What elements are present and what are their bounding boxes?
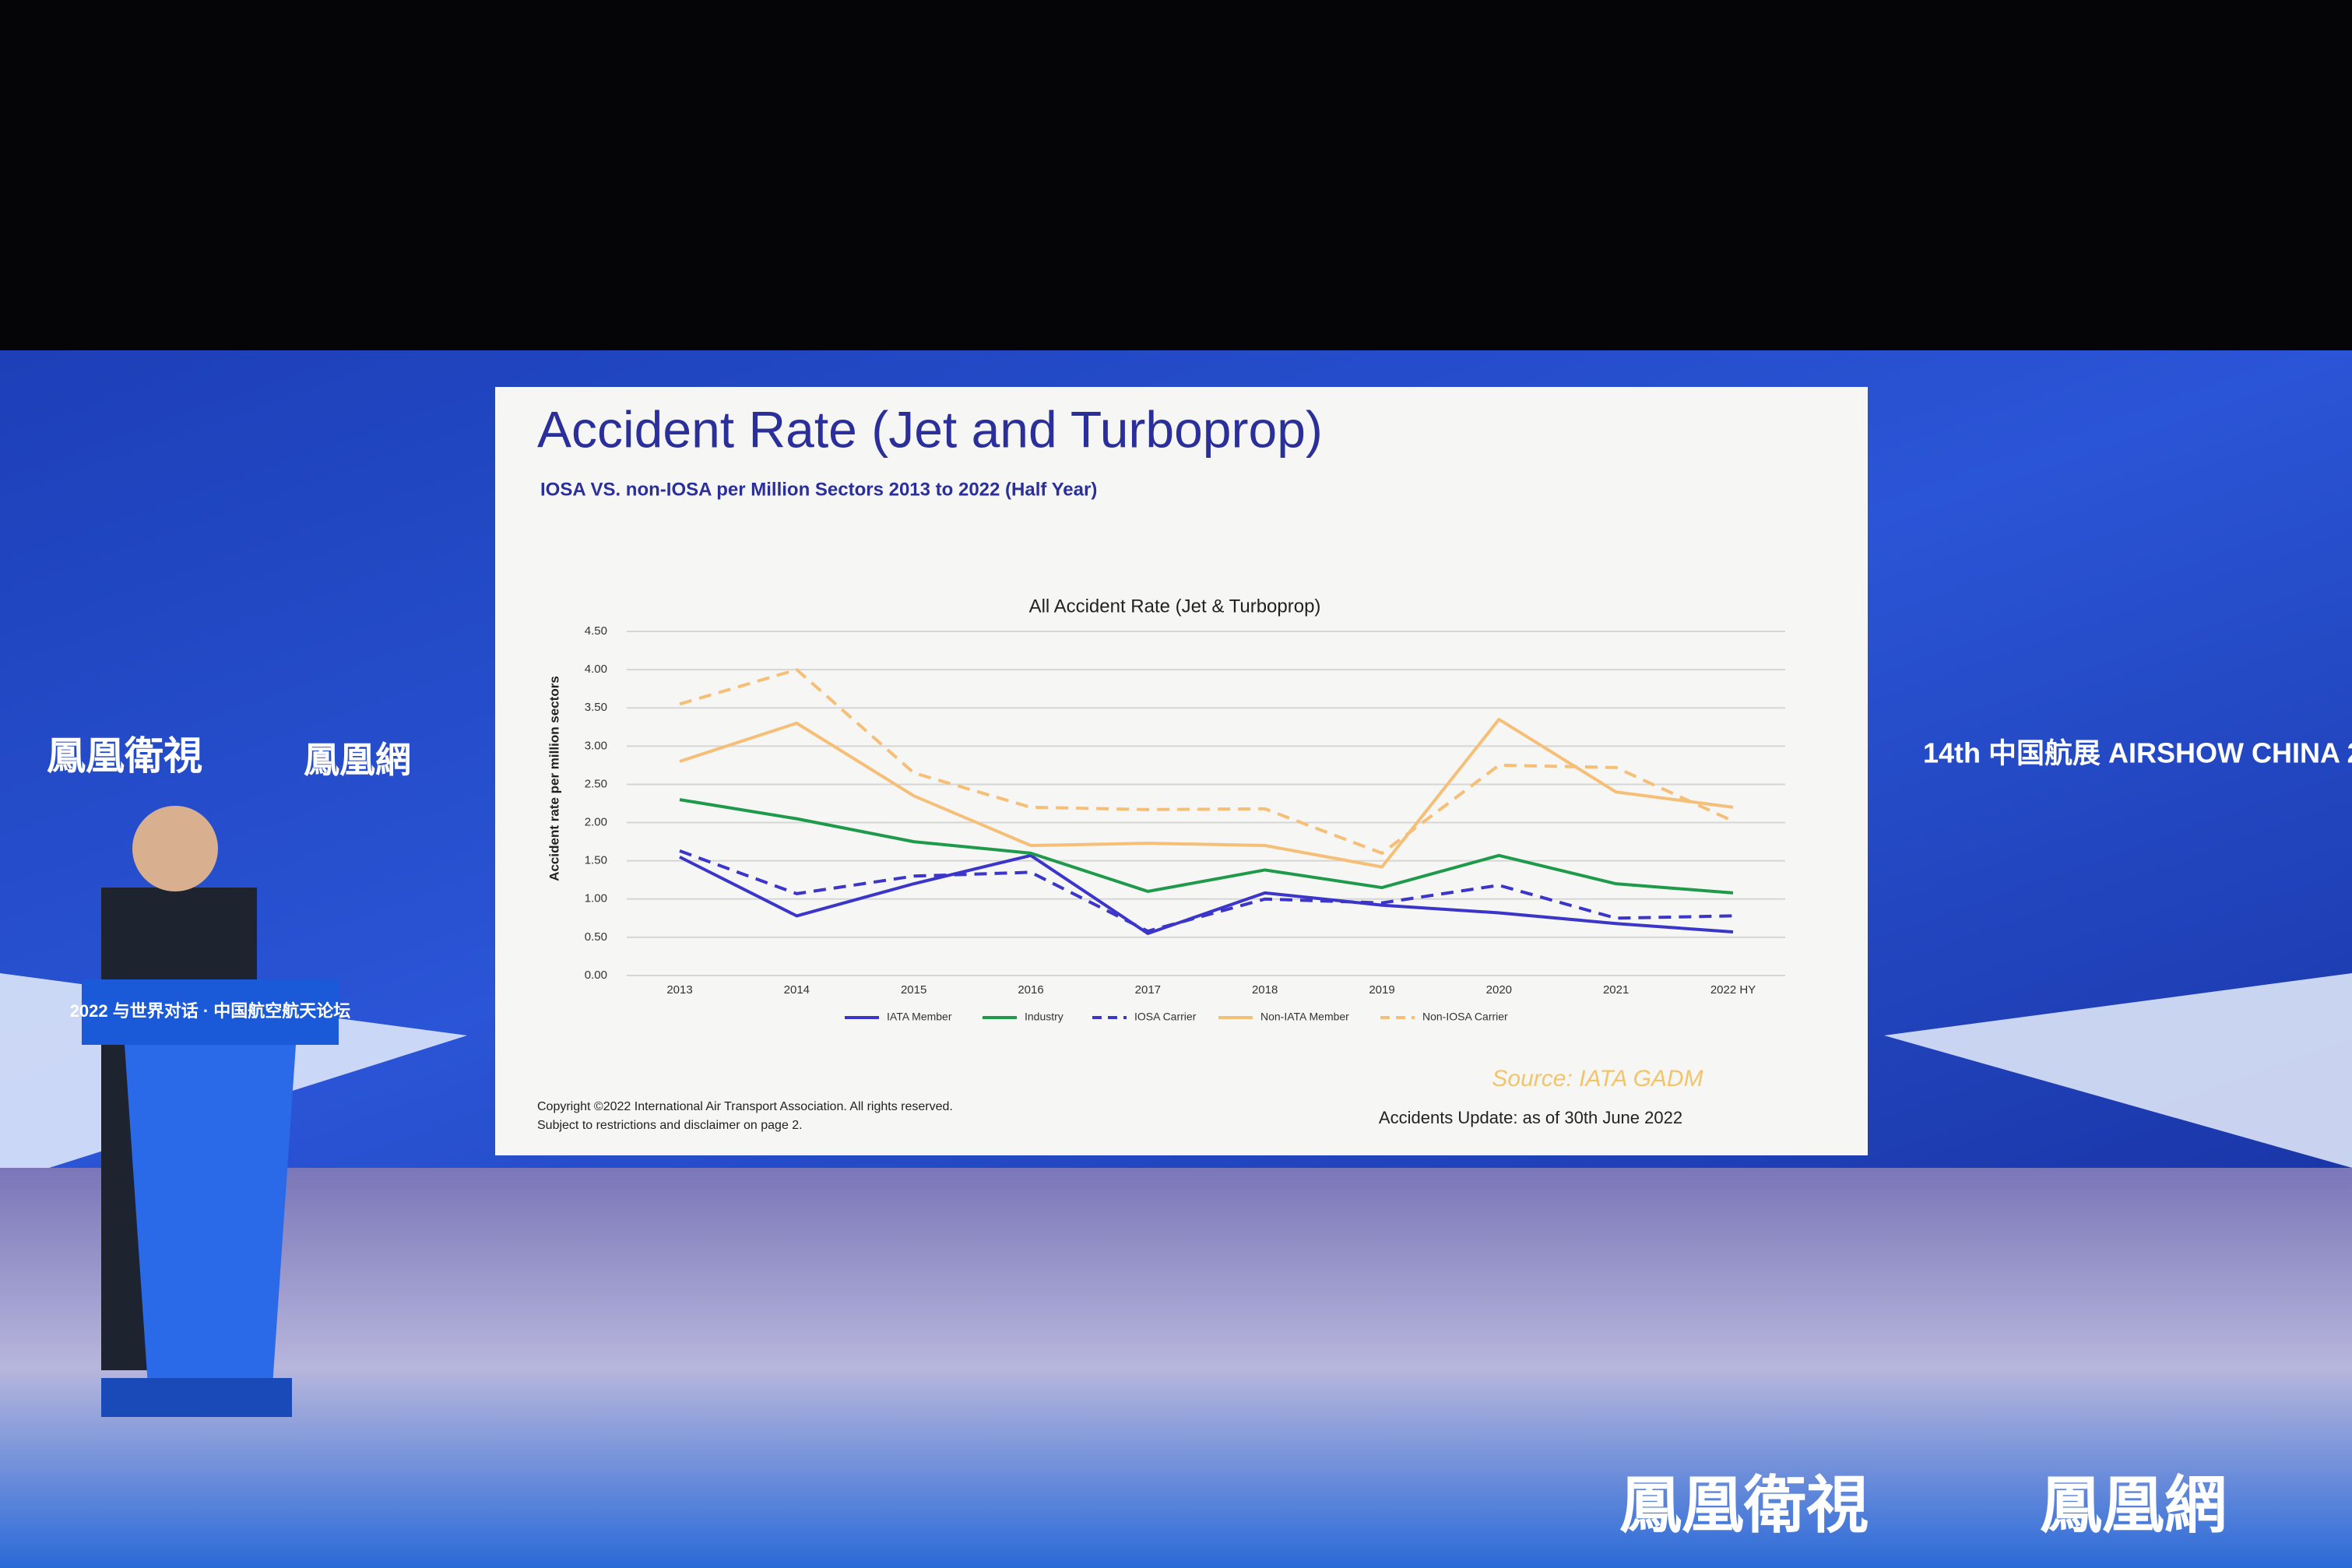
y-tick-label: 0.50 [585,930,607,944]
slide [495,387,1868,1155]
copyright: Copyright ©2022 International Air Transp… [537,1100,953,1113]
series-line [679,853,1734,935]
legend-label: IOSA Carrier [1134,1011,1197,1023]
speaker-head [132,806,218,891]
y-tick-label: 4.00 [585,663,607,676]
y-tick-label: 1.00 [585,892,607,905]
y-tick-label: 1.50 [585,854,607,867]
x-tick-label: 2020 [1486,983,1512,997]
logo-web: 鳳凰網 [304,740,411,780]
y-tick-label: 2.50 [585,777,607,790]
series-line [679,798,1734,895]
podium-base [101,1378,292,1417]
copyright: Subject to restrictions and disclaimer o… [537,1119,803,1132]
update-note: Accidents Update: as of 30th June 2022 [1379,1108,1682,1127]
y-tick-label: 3.50 [585,701,607,714]
series-line [679,717,1734,869]
legend-label: Industry [1025,1011,1063,1023]
x-tick-label: 2022 HY [1710,983,1756,997]
x-tick-label: 2021 [1603,983,1629,997]
y-tick-label: 0.00 [585,969,607,982]
series-line [679,849,1734,933]
logo-web-bottom: 鳳凰網 [2040,1471,2227,1540]
y-axis-label: Accident rate per million sectors [547,676,561,881]
podium [125,1045,296,1386]
legend-label: Non-IATA Member [1260,1011,1349,1023]
y-tick-label: 2.00 [585,816,607,829]
podium-text: 2022 与世界对话 · 中国航空航天论坛 [70,1001,351,1021]
chart-title: All Accident Rate (Jet & Turboprop) [1029,596,1321,617]
source: Source: IATA GADM [1492,1066,1703,1092]
x-tick-label: 2013 [666,983,692,997]
x-tick-label: 2017 [1135,983,1161,997]
cloud [1884,973,2352,1168]
podium-top [82,979,339,1045]
x-tick-label: 2019 [1369,983,1394,997]
legend-label: IATA Member [887,1011,952,1023]
plot: 0.00 0.50 1.00 1.50 2.00 2.50 3.00 3.50 4.00 4.50… [585,624,1785,1023]
y-tick-label: 3.00 [585,739,607,752]
legend-label: Non-IOSA Carrier [1422,1011,1508,1023]
x-tick-label: 2016 [1018,983,1043,997]
ceiling [0,0,2352,366]
y-tick-label: 4.50 [585,624,607,638]
slide-subtitle: IOSA VS. non-IOSA per Million Sectors 20… [540,479,1097,500]
logo-tv-bottom: 鳳凰衛視 [1619,1471,1869,1540]
slide-title: Accident Rate (Jet and Turboprop) [537,400,1323,458]
x-tick-label: 2015 [901,983,926,997]
x-tick-label: 2018 [1252,983,1278,997]
floor [0,1168,2352,1568]
x-tick-label: 2014 [784,983,810,997]
airshow-logo: 14th 中国航展 AIRSHOW CHINA 2022 [1923,737,2352,769]
series-line [679,668,1734,855]
logo-tv: 鳳凰衛視 [47,734,202,778]
